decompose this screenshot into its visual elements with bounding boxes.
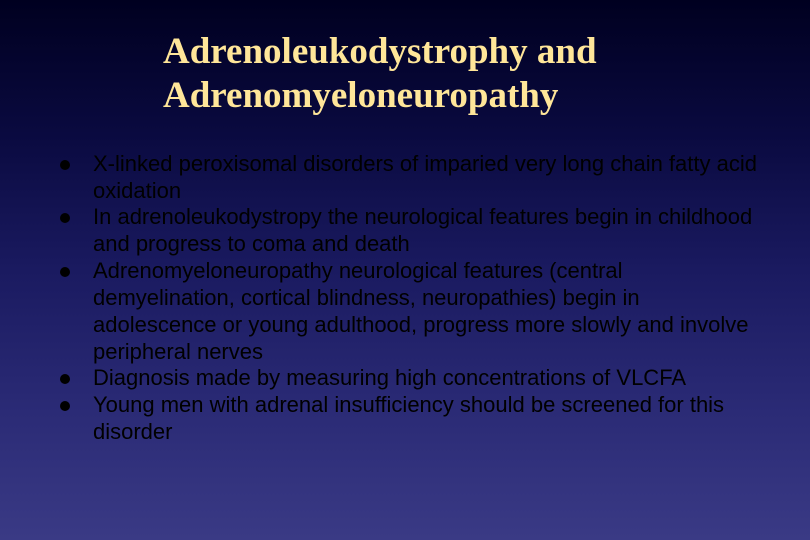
slide: Adrenoleukodystrophy and Adrenomyeloneur… bbox=[0, 0, 810, 540]
slide-title: Adrenoleukodystrophy and Adrenomyeloneur… bbox=[163, 30, 765, 119]
list-item: Adrenomyeloneuropathy neurological featu… bbox=[45, 258, 765, 365]
title-line-1: Adrenoleukodystrophy and bbox=[163, 31, 597, 72]
list-item: Diagnosis made by measuring high concent… bbox=[45, 365, 765, 392]
bullet-text: Adrenomyeloneuropathy neurological featu… bbox=[93, 258, 749, 363]
title-line-2: Adrenomyeloneuropathy bbox=[163, 75, 558, 116]
list-item: Young men with adrenal insufficiency sho… bbox=[45, 392, 765, 446]
list-item: X-linked peroxisomal disorders of impari… bbox=[45, 151, 765, 205]
bullet-list: X-linked peroxisomal disorders of impari… bbox=[45, 151, 765, 446]
bullet-text: Young men with adrenal insufficiency sho… bbox=[93, 392, 724, 444]
bullet-text: X-linked peroxisomal disorders of impari… bbox=[93, 151, 757, 203]
list-item: In adrenoleukodystropy the neurological … bbox=[45, 204, 765, 258]
bullet-text: Diagnosis made by measuring high concent… bbox=[93, 365, 686, 390]
bullet-text: In adrenoleukodystropy the neurological … bbox=[93, 204, 752, 256]
